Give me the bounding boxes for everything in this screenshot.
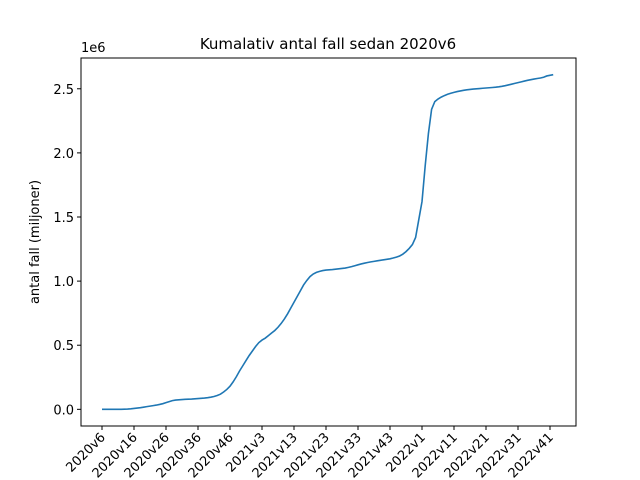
- chart-title: Kumalativ antal fall sedan 2020v6: [200, 35, 456, 53]
- y-tick-label: 1.5: [53, 211, 74, 226]
- y-tick-label: 2.5: [53, 83, 74, 98]
- y-tick-label: 0.5: [53, 339, 74, 354]
- y-offset-label: 1e6: [81, 41, 106, 56]
- data-line: [102, 73, 554, 411]
- y-tick-label: 2.0: [53, 147, 74, 162]
- y-tick-label: 0.0: [53, 403, 74, 418]
- plot-frame: [80, 57, 577, 427]
- y-tick-label: 1.0: [53, 275, 74, 290]
- y-axis-label: antal fall (miljoner): [28, 180, 43, 304]
